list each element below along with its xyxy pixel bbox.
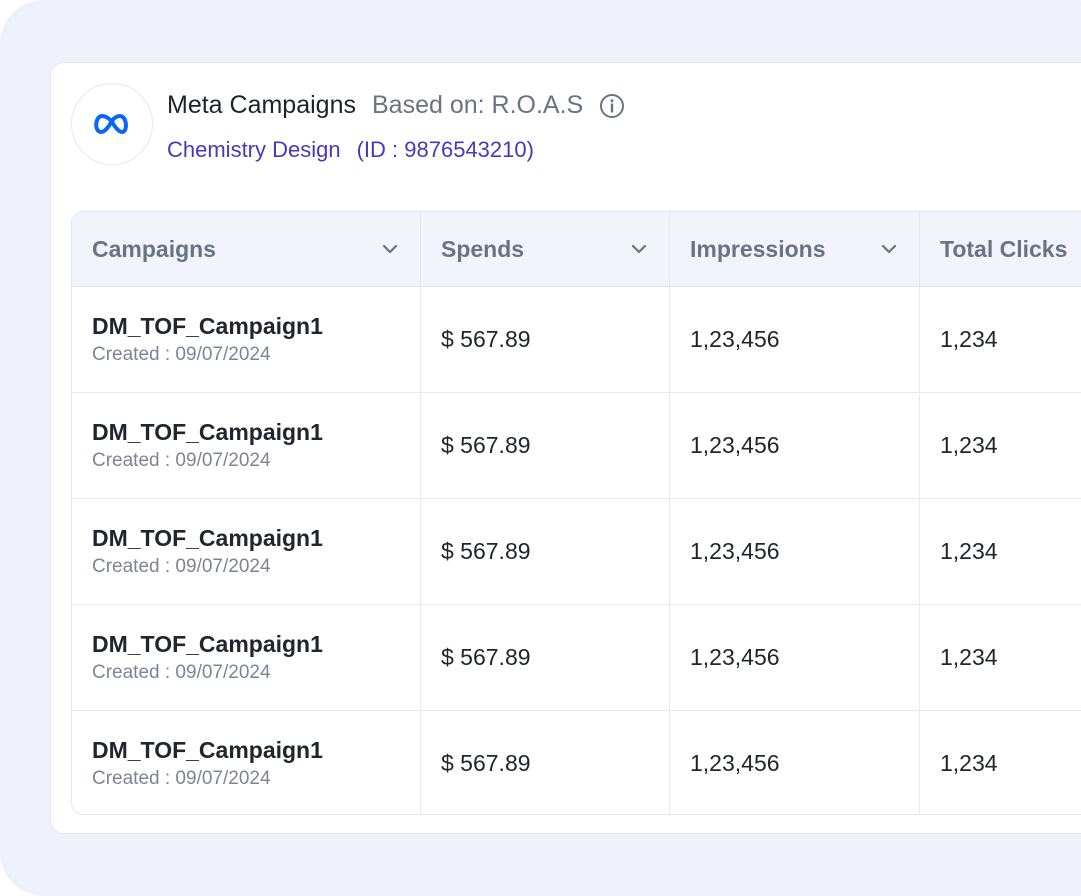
total-clicks-cell: 1,234 <box>940 644 998 670</box>
total-clicks-cell: 1,234 <box>940 432 998 458</box>
spends-cell: $ 567.89 <box>421 605 670 710</box>
table-header: Campaigns Spends Impressions Total Click… <box>72 212 1081 287</box>
info-icon[interactable] <box>599 93 625 119</box>
account-info: Chemistry Design (ID : 9876543210) <box>167 137 534 163</box>
table-row[interactable]: DM_TOF_Campaign1 Created : 09/07/2024 $ … <box>72 499 1081 605</box>
chevron-down-icon[interactable] <box>380 239 400 259</box>
account-id: (ID : 9876543210) <box>356 137 534 162</box>
impressions-cell: 1,23,456 <box>670 499 920 604</box>
card-title: Meta Campaigns <box>167 91 356 119</box>
campaign-name[interactable]: DM_TOF_Campaign1 <box>92 525 323 551</box>
column-label: Total Clicks <box>940 235 1068 262</box>
column-header-impressions[interactable]: Impressions <box>670 212 920 286</box>
spends-cell: $ 567.89 <box>421 499 670 604</box>
meta-logo-icon <box>94 114 128 134</box>
chevron-down-icon[interactable] <box>629 239 649 259</box>
campaign-created-date: Created : 09/07/2024 <box>92 768 271 789</box>
table-row[interactable]: DM_TOF_Campaign1 Created : 09/07/2024 $ … <box>72 605 1081 711</box>
account-name[interactable]: Chemistry Design <box>167 137 341 162</box>
campaign-created-date: Created : 09/07/2024 <box>92 344 271 365</box>
table-row[interactable]: DM_TOF_Campaign1 Created : 09/07/2024 $ … <box>72 711 1081 814</box>
campaign-cell: DM_TOF_Campaign1 Created : 09/07/2024 <box>72 499 421 604</box>
campaign-cell: DM_TOF_Campaign1 Created : 09/07/2024 <box>72 711 421 814</box>
campaign-created-date: Created : 09/07/2024 <box>92 662 271 683</box>
column-label: Campaigns <box>92 235 216 262</box>
campaigns-card: Meta Campaigns Based on: R.O.A.S Chemist… <box>50 62 1081 834</box>
campaign-name[interactable]: DM_TOF_Campaign1 <box>92 631 323 657</box>
campaign-name[interactable]: DM_TOF_Campaign1 <box>92 313 323 339</box>
impressions-cell: 1,23,456 <box>670 393 920 498</box>
ranking-basis: Based on: R.O.A.S <box>371 91 584 119</box>
chevron-down-icon[interactable] <box>879 239 899 259</box>
campaign-created-date: Created : 09/07/2024 <box>92 450 271 471</box>
campaign-created-date: Created : 09/07/2024 <box>92 556 271 577</box>
spends-cell: $ 567.89 <box>421 287 670 392</box>
campaigns-table: Campaigns Spends Impressions Total Click… <box>71 211 1081 815</box>
meta-logo-badge <box>71 83 153 165</box>
table-row[interactable]: DM_TOF_Campaign1 Created : 09/07/2024 $ … <box>72 393 1081 499</box>
column-label: Impressions <box>690 235 826 262</box>
campaign-cell: DM_TOF_Campaign1 Created : 09/07/2024 <box>72 605 421 710</box>
column-label: Spends <box>441 235 525 262</box>
total-clicks-cell: 1,234 <box>940 538 998 564</box>
table-body: DM_TOF_Campaign1 Created : 09/07/2024 $ … <box>72 287 1081 814</box>
total-clicks-cell: 1,234 <box>940 750 998 776</box>
table-row[interactable]: DM_TOF_Campaign1 Created : 09/07/2024 $ … <box>72 287 1081 393</box>
impressions-cell: 1,23,456 <box>670 605 920 710</box>
impressions-cell: 1,23,456 <box>670 287 920 392</box>
card-title-row: Meta Campaigns Based on: R.O.A.S <box>167 91 625 120</box>
campaign-cell: DM_TOF_Campaign1 Created : 09/07/2024 <box>72 287 421 392</box>
column-header-spends[interactable]: Spends <box>421 212 670 286</box>
campaign-name[interactable]: DM_TOF_Campaign1 <box>92 419 323 445</box>
spends-cell: $ 567.89 <box>421 711 670 814</box>
impressions-cell: 1,23,456 <box>670 711 920 814</box>
column-header-campaigns[interactable]: Campaigns <box>72 212 421 286</box>
campaign-name[interactable]: DM_TOF_Campaign1 <box>92 737 323 763</box>
column-header-total-clicks[interactable]: Total Clicks <box>920 212 1081 286</box>
total-clicks-cell: 1,234 <box>940 326 998 352</box>
spends-cell: $ 567.89 <box>421 393 670 498</box>
campaign-cell: DM_TOF_Campaign1 Created : 09/07/2024 <box>72 393 421 498</box>
